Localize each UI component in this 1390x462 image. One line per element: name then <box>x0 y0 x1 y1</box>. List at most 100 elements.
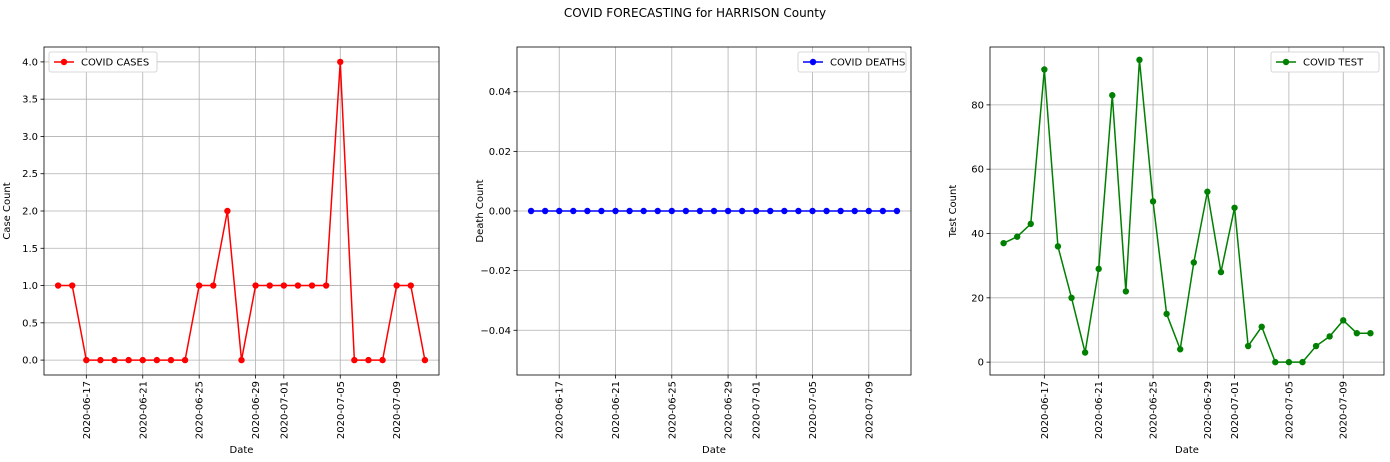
chart-3-xtick-label: 2020-07-01 <box>1230 381 1241 439</box>
chart-1-xtick-label: 2020-07-05 <box>336 381 347 439</box>
figure-title: COVID FORECASTING for HARRISON County <box>563 6 827 20</box>
chart-1-data-point <box>337 58 344 66</box>
chart-1-data-point <box>351 356 358 364</box>
chart-2-data-point <box>724 207 732 215</box>
chart-3-xtick-label: 2020-06-17 <box>1040 381 1051 439</box>
chart-2-data-point <box>795 207 802 215</box>
chart-3-data-point <box>1340 317 1347 324</box>
chart-2-xlabel: Date <box>702 445 726 456</box>
chart-2-legend-label: COVID DEATHS <box>830 58 905 69</box>
chart-3-group: 0 20 40 60 80 2020-06-17 2020-06-21 2020-06-25 2… <box>948 46 1385 456</box>
chart-2-data-point <box>823 207 830 215</box>
chart-2-ytick-label: −0.02 <box>480 266 511 277</box>
chart-2-data-point <box>556 207 563 215</box>
chart-1-data-point <box>294 282 302 289</box>
chart-2-data-point <box>598 207 605 215</box>
chart-3-data-point <box>1217 268 1225 276</box>
chart-3-legend-label: COVID TEST <box>1303 58 1364 69</box>
chart-3-ytick-label: 60 <box>971 165 984 176</box>
chart-2-data-point <box>767 207 774 215</box>
chart-1-data-point <box>393 282 400 289</box>
chart-1-xtick-label: 2020-06-21 <box>138 381 149 439</box>
chart-3-data-point <box>1054 243 1062 250</box>
chart-1-group: 0.0 0.5 1.0 1.5 2.0 2.5 3.0 3.5 4.0 2020-06-17 202… <box>2 46 440 456</box>
chart-1-data-point <box>365 356 372 364</box>
chart-2-ytick-label: 0.02 <box>489 147 511 158</box>
chart-3-xtick-label: 2020-06-29 <box>1203 381 1214 439</box>
chart-3-ytick-label: 80 <box>971 100 984 111</box>
chart-1-data-point <box>238 356 245 364</box>
chart-1-data-point <box>308 282 316 289</box>
chart-1-xtick-label: 2020-07-09 <box>392 381 403 439</box>
chart-2-data-point <box>541 207 549 215</box>
chart-1-data-point <box>252 282 259 289</box>
chart-1-ytick-label: 4.0 <box>22 57 38 68</box>
chart-3-data-point <box>1244 342 1252 350</box>
chart-3-data-point <box>1367 329 1374 337</box>
chart-1-data-point <box>139 356 146 364</box>
chart-3-data-point <box>1272 358 1279 366</box>
chart-3-data-point <box>1285 358 1293 366</box>
chart-3-data-point <box>1258 323 1265 330</box>
chart-1-xtick-label: 2020-07-01 <box>279 381 290 439</box>
chart-2-legend-marker <box>809 58 817 66</box>
chart-3-data-point <box>1068 294 1075 302</box>
chart-3-ytick-label: 0 <box>978 358 984 369</box>
chart-1-data-point <box>407 282 414 289</box>
chart-2-data-point <box>696 207 704 215</box>
chart-3-data-point <box>1353 329 1361 337</box>
chart-1-legend-label: COVID CASES <box>81 58 149 69</box>
chart-2-xtick-label: 2020-06-29 <box>724 381 735 439</box>
chart-3-data-point <box>1299 358 1306 366</box>
chart-3-legend-box <box>1270 51 1380 73</box>
chart-3-xtick-label: 2020-07-05 <box>1284 381 1295 439</box>
chart-1-xtick-label: 2020-06-17 <box>82 381 93 439</box>
chart-1-ytick-label: 2.0 <box>22 207 38 218</box>
chart-3-data-point <box>1312 342 1320 350</box>
chart-1-ytick-label: 3.5 <box>22 95 38 106</box>
chart-3-xtick-label: 2020-06-25 <box>1149 381 1160 439</box>
chart-2-xtick-label: 2020-06-17 <box>555 381 566 439</box>
chart-1-data-point <box>280 282 288 289</box>
chart-2-group: −0.04 −0.02 0.00 0.02 0.04 2020-06-17 2020-06-… <box>475 46 912 456</box>
chart-2-data-point <box>710 207 718 215</box>
chart-2-data-point <box>781 207 788 215</box>
chart-1-ytick-label: 1.5 <box>22 244 38 255</box>
chart-3-data-point <box>1122 288 1130 295</box>
chart-2-xtick-label: 2020-07-09 <box>864 381 875 439</box>
chart-2-data-point <box>654 207 661 215</box>
chart-3-data-point <box>1177 346 1184 353</box>
chart-3-data-point <box>1136 56 1143 64</box>
chart-1-ytick-label: 2.5 <box>22 169 38 180</box>
chart-1-legend-box <box>48 51 158 73</box>
chart-1-data-point <box>210 282 217 289</box>
chart-2-ytick-label: 0.04 <box>489 87 511 98</box>
chart-1-ytick-label: 0.5 <box>22 318 38 329</box>
chart-3-data-point <box>1231 204 1238 211</box>
chart-3-data-point <box>1204 188 1211 195</box>
chart-3-data-point <box>1109 92 1116 99</box>
chart-3-ylabel: Test Count <box>948 185 959 239</box>
chart-1-data-point <box>167 356 175 364</box>
chart-1-data-point <box>97 356 104 364</box>
chart-3-data-point <box>1163 310 1170 318</box>
chart-3-data-point <box>1027 220 1034 228</box>
chart-2-data-point <box>668 207 675 215</box>
chart-1-data-point <box>83 356 90 364</box>
chart-1-xlabel: Date <box>230 445 254 456</box>
chart-2-ytick-label: 0.00 <box>489 207 511 218</box>
chart-3-data-point <box>1041 66 1048 73</box>
chart-3-data-point <box>1081 349 1089 356</box>
chart-3-frame <box>989 46 1385 376</box>
chart-3-ytick-label: 20 <box>971 293 984 304</box>
chart-1-data-point <box>69 282 76 289</box>
chart-2-xtick-label: 2020-07-05 <box>808 381 819 439</box>
chart-3-data-point <box>1149 198 1157 205</box>
chart-2-data-point <box>626 207 633 215</box>
chart-3-data-point <box>1326 333 1333 340</box>
chart-2-ylabel: Death Count <box>475 179 486 242</box>
chart-1-data-point <box>111 356 118 364</box>
chart-2-data-point <box>837 207 844 215</box>
chart-3-legend-marker <box>1282 58 1290 66</box>
chart-1-ylabel: Case Count <box>2 182 13 239</box>
